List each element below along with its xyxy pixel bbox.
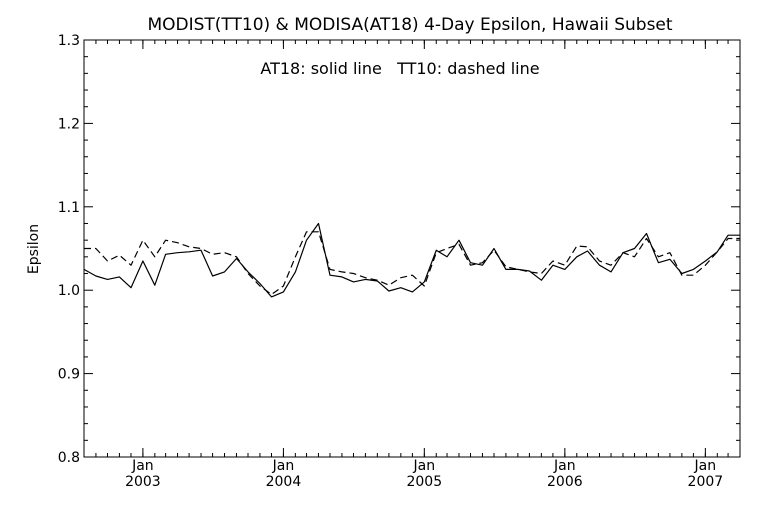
x-tick-year-label: 2003 (125, 474, 161, 490)
x-tick-year-label: 2005 (406, 474, 442, 490)
y-tick-label: 1.2 (58, 116, 80, 132)
chart-title: MODIST(TT10) & MODISA(AT18) 4-Day Epsilo… (147, 15, 672, 35)
y-tick-label: 1.1 (58, 200, 80, 216)
y-tick-label: 0.8 (58, 450, 80, 466)
y-tick-label: 0.9 (58, 367, 80, 383)
plot-frame (83, 39, 741, 458)
y-tick-label: 1.0 (58, 283, 80, 299)
x-tick-year-label: 2007 (688, 474, 724, 490)
x-tick-month-label: Jan (553, 458, 576, 474)
y-axis-ticks: 0.8 0.9 1.0 1.1 1.2 1.3 (58, 33, 740, 466)
y-axis-label: Epsilon (26, 224, 42, 274)
series-lines (83, 222, 740, 298)
line-style-annotation: AT18: solid line TT10: dashed line (260, 59, 539, 78)
x-tick-month-label: Jan (131, 458, 154, 474)
x-tick-month-label: Jan (272, 458, 295, 474)
series-line-tt10 (84, 231, 740, 295)
series-line-at18 (83, 222, 740, 298)
x-tick-month-label: Jan (413, 458, 436, 474)
x-tick-year-label: 2006 (547, 474, 583, 490)
x-tick-month-label: Jan (694, 458, 717, 474)
y-tick-label: 1.3 (58, 33, 80, 49)
x-tick-year-label: 2004 (266, 474, 302, 490)
